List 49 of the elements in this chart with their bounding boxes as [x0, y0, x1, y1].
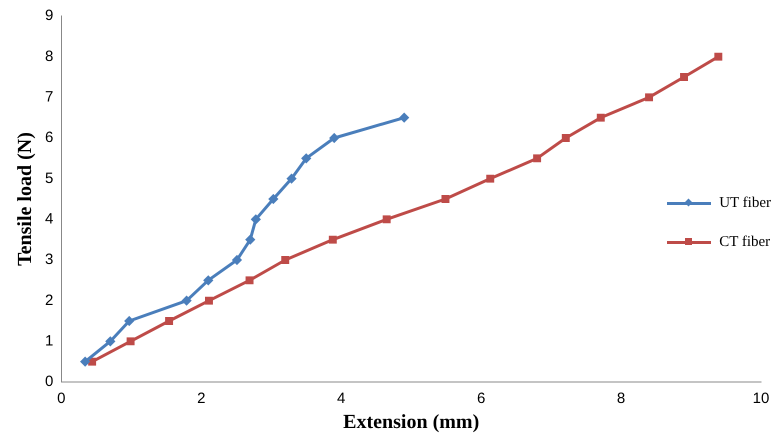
point [182, 296, 192, 306]
y-tick-label: 8 [45, 48, 54, 65]
y-tick-label: 0 [45, 373, 54, 390]
point [486, 174, 494, 183]
point [80, 357, 90, 366]
legend-label: CT fiber [719, 234, 770, 251]
point [251, 214, 260, 224]
x-tick-label: 8 [616, 390, 626, 408]
y-axis-title: Tensile load (N) [14, 132, 36, 266]
point [88, 358, 96, 366]
point [126, 337, 135, 346]
x-axis-title: Extension (mm) [343, 411, 480, 434]
point [400, 113, 409, 122]
point [645, 93, 654, 102]
legend-label: UT fiber [719, 195, 771, 212]
point [165, 317, 174, 325]
point [302, 154, 311, 163]
x-tick-label: 0 [57, 390, 66, 408]
point [124, 316, 134, 326]
point [281, 256, 290, 264]
x-tick-label: 10 [752, 390, 770, 408]
point [232, 256, 242, 264]
point [382, 215, 391, 224]
point [204, 296, 213, 305]
y-tick-label: 3 [45, 251, 54, 268]
point [268, 194, 278, 204]
x-tick-label: 2 [197, 390, 206, 408]
point [328, 236, 337, 244]
y-tick-label: 5 [45, 170, 54, 187]
point [441, 195, 450, 203]
point [680, 73, 688, 81]
x-tick-label: 4 [337, 390, 346, 408]
point [246, 276, 254, 284]
y-tick-label: 7 [45, 88, 54, 106]
y-tick-label: 6 [45, 129, 54, 146]
point [287, 174, 296, 184]
point [246, 235, 255, 244]
point [204, 276, 213, 285]
y-tick-label: 4 [45, 210, 54, 228]
point [714, 52, 722, 61]
point [562, 134, 570, 142]
point [106, 336, 115, 346]
point [596, 114, 605, 122]
x-tick-label: 6 [476, 390, 486, 408]
point [330, 134, 339, 142]
point [533, 154, 542, 162]
y-tick-label: 1 [45, 332, 54, 350]
y-tick-label: 2 [45, 292, 54, 309]
y-tick-label: 9 [45, 7, 54, 24]
